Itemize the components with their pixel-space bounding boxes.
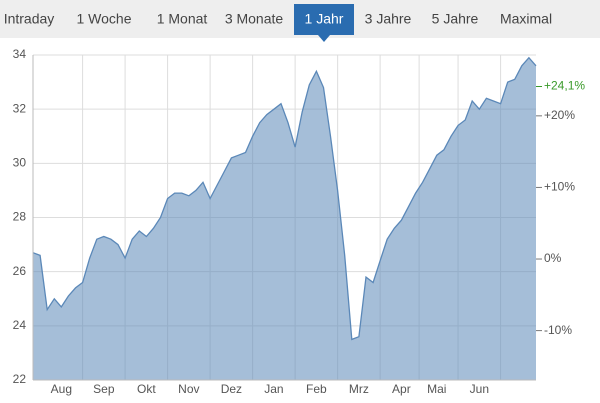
line xyxy=(32,56,537,341)
x-tick-label: Okt xyxy=(137,382,156,396)
x-tick-label: Jun xyxy=(470,382,489,396)
y2-tick-label: +20% xyxy=(544,108,575,122)
tab[interactable]: Intraday xyxy=(4,11,55,27)
tab[interactable]: 3 Jahre xyxy=(365,11,412,27)
x-tick-label: Sep xyxy=(93,382,115,396)
y-tick-label: 24 xyxy=(13,318,27,332)
x-tick-label: Feb xyxy=(306,382,327,396)
tab[interactable]: 3 Monate xyxy=(225,11,284,27)
y2-tick-label: 0% xyxy=(544,251,562,265)
active-tab-pointer xyxy=(318,35,330,42)
x-tick-label: Mai xyxy=(427,382,446,396)
tab[interactable]: Maximal xyxy=(500,11,552,27)
y-tick-label: 26 xyxy=(13,264,27,278)
x-tick-label: Mrz xyxy=(349,382,369,396)
y2-tick-label: +10% xyxy=(544,180,575,194)
y-tick-label: 32 xyxy=(13,101,27,115)
x-tick-label: Apr xyxy=(392,382,411,396)
x-tick-label: Dez xyxy=(221,382,242,396)
y-tick-label: 30 xyxy=(13,156,27,170)
tab[interactable]: 1 Monat xyxy=(157,11,208,27)
tab-group: Intraday 1 Woche 1 Monat 3 Monate 1 Jahr 3 Ja… xyxy=(4,4,552,42)
y-tick-label: 22 xyxy=(13,372,27,386)
x-tick-label: Aug xyxy=(51,382,72,396)
active-tab-bg xyxy=(294,4,354,35)
tab[interactable]: 1 Woche xyxy=(77,11,132,27)
area-fill xyxy=(33,57,536,380)
annotation: +24,1% xyxy=(544,79,585,93)
y-tick-label: 28 xyxy=(13,210,27,224)
tab[interactable]: 1 Jahr xyxy=(305,11,344,27)
y2-tick-label: -10% xyxy=(544,323,572,337)
x-tick-label: Jan xyxy=(264,382,283,396)
plot: 22 24 26 28 30 32 34 -10% 0% +10% +20% Aug Sep Okt Nov… xyxy=(13,47,586,396)
y-tick-label: 34 xyxy=(13,47,27,61)
x-tick-label: Nov xyxy=(178,382,199,396)
tab[interactable]: 5 Jahre xyxy=(432,11,479,27)
